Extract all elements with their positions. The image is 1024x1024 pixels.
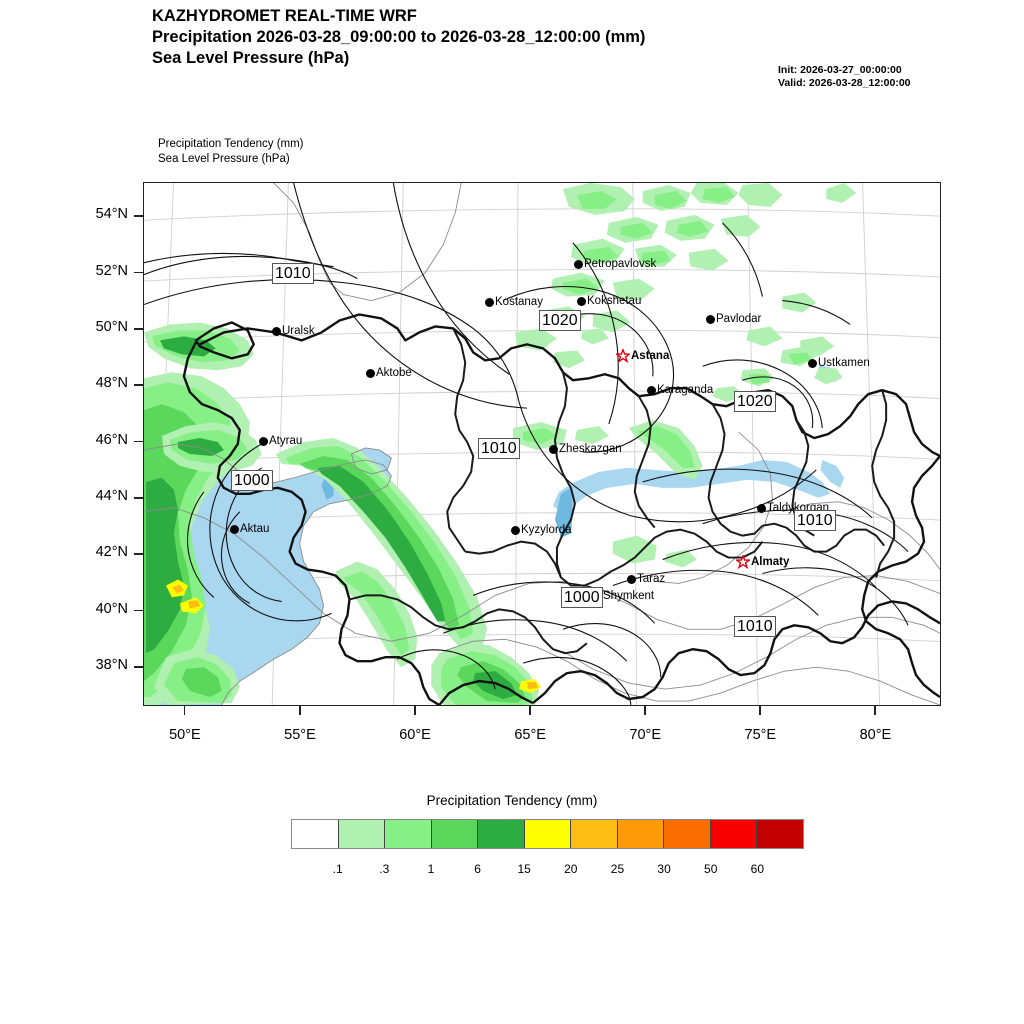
lat-tick-label: 52°N [95, 262, 128, 279]
map-subcaption: Precipitation Tendency (mm) Sea Level Pr… [158, 137, 304, 167]
lat-tick-mark [134, 215, 143, 217]
lat-tick-mark [134, 271, 143, 274]
title-line-1: KAZHYDROMET REAL-TIME WRF [152, 7, 417, 25]
colorbar-tick: 25 [610, 862, 625, 876]
isobar-label-1010: 1010 [272, 263, 314, 284]
colorbar-tick: .1 [332, 862, 343, 876]
lon-tick-mark [644, 706, 646, 715]
lat-tick-mark [134, 440, 143, 443]
colorbar-swatch-7[interactable] [617, 820, 665, 848]
isobar-label-1010: 1010 [478, 438, 520, 459]
lon-tick-label: 75°E [744, 727, 777, 743]
weather-map[interactable]: Petropavlovsk Kostanay Kokshetau Pavlodar Us… [143, 182, 941, 706]
lat-tick-label: 48°N [95, 375, 128, 392]
lat-tick-mark [134, 609, 143, 612]
colorbar-swatch-8[interactable] [664, 820, 711, 848]
colorbar-tick-labels: .1 .3 1 6 15 20 25 30 50 60 [291, 862, 804, 878]
lat-tick-label: 54°N [95, 206, 128, 223]
lon-tick-mark [414, 706, 416, 715]
lon-tick-label: 80°E [859, 727, 892, 743]
colorbar-tick: 60 [750, 862, 765, 876]
lon-tick-mark [183, 706, 186, 715]
map-canvas [144, 183, 940, 705]
colorbar-title: Precipitation Tendency (mm) [426, 793, 598, 808]
subcaption-pressure: Sea Level Pressure (hPa) [158, 153, 290, 165]
colorbar-tick: 30 [657, 862, 671, 876]
colorbar-swatch-3[interactable] [431, 820, 479, 848]
lat-tick-label: 44°N [95, 488, 128, 505]
colorbar-swatch-5[interactable] [524, 820, 572, 848]
lon-tick-label: 65°E [514, 727, 546, 743]
valid-time: Valid: 2026-03-28_12:00:00 [778, 77, 911, 89]
lat-tick-mark [134, 553, 143, 556]
page-title: KAZHYDROMET REAL-TIME WRF Precipitation … [152, 6, 852, 69]
lat-tick-mark [134, 384, 143, 386]
colorbar-swatch-1[interactable] [338, 820, 386, 848]
national-border-layer [182, 313, 940, 705]
colorbar-tick: 1 [427, 862, 435, 876]
isobar-label-1000: 1000 [231, 470, 273, 491]
lat-tick-label: 46°N [95, 431, 128, 448]
lon-tick-mark [759, 706, 761, 715]
colorbar-tick: 50 [704, 862, 718, 876]
title-line-2: Precipitation 2026-03-28_09:00:00 to 202… [152, 28, 646, 46]
isobar-label-1010: 1010 [734, 616, 776, 637]
isobar-label-1020: 1020 [734, 391, 776, 412]
map-layers [144, 183, 940, 705]
init-valid-block: Init: 2026-03-27_00:00:00 Valid: 2026-03… [778, 64, 911, 90]
init-time: Init: 2026-03-27_00:00:00 [778, 64, 902, 76]
colorbar-tick: .3 [379, 862, 390, 876]
isobar-label-1010: 1010 [794, 510, 836, 531]
lon-tick-label: 50°E [169, 727, 201, 743]
colorbar[interactable] [291, 819, 804, 849]
lon-tick-mark [874, 706, 876, 715]
colorbar-tick: 15 [517, 862, 531, 876]
colorbar-swatch-0[interactable] [292, 820, 339, 848]
isobar-label-1020: 1020 [539, 310, 581, 331]
lat-tick-mark [134, 666, 143, 668]
isobar-label-1000: 1000 [561, 587, 603, 608]
lon-tick-mark [298, 706, 301, 715]
province-border-layer [349, 327, 896, 655]
colorbar-swatch-6[interactable] [571, 820, 618, 848]
colorbar-swatch-10[interactable] [757, 820, 804, 848]
lon-tick-mark [529, 706, 531, 715]
lon-tick-label: 70°E [629, 727, 662, 743]
lat-tick-label: 50°N [95, 319, 128, 336]
lon-tick-label: 55°E [284, 727, 316, 743]
lat-tick-mark [134, 328, 143, 330]
lat-tick-label: 38°N [95, 657, 128, 674]
colorbar-tick: 20 [564, 862, 578, 876]
subcaption-precip: Precipitation Tendency (mm) [158, 138, 304, 150]
colorbar-swatch-2[interactable] [385, 820, 432, 848]
lat-tick-mark [134, 497, 143, 499]
lat-tick-label: 40°N [95, 600, 128, 617]
lat-tick-label: 42°N [95, 544, 128, 561]
colorbar-swatch-9[interactable] [710, 820, 758, 848]
lon-tick-label: 60°E [399, 727, 431, 743]
colorbar-swatch-4[interactable] [478, 820, 525, 848]
title-line-3: Sea Level Pressure (hPa) [152, 49, 350, 67]
colorbar-tick: 6 [474, 862, 481, 876]
